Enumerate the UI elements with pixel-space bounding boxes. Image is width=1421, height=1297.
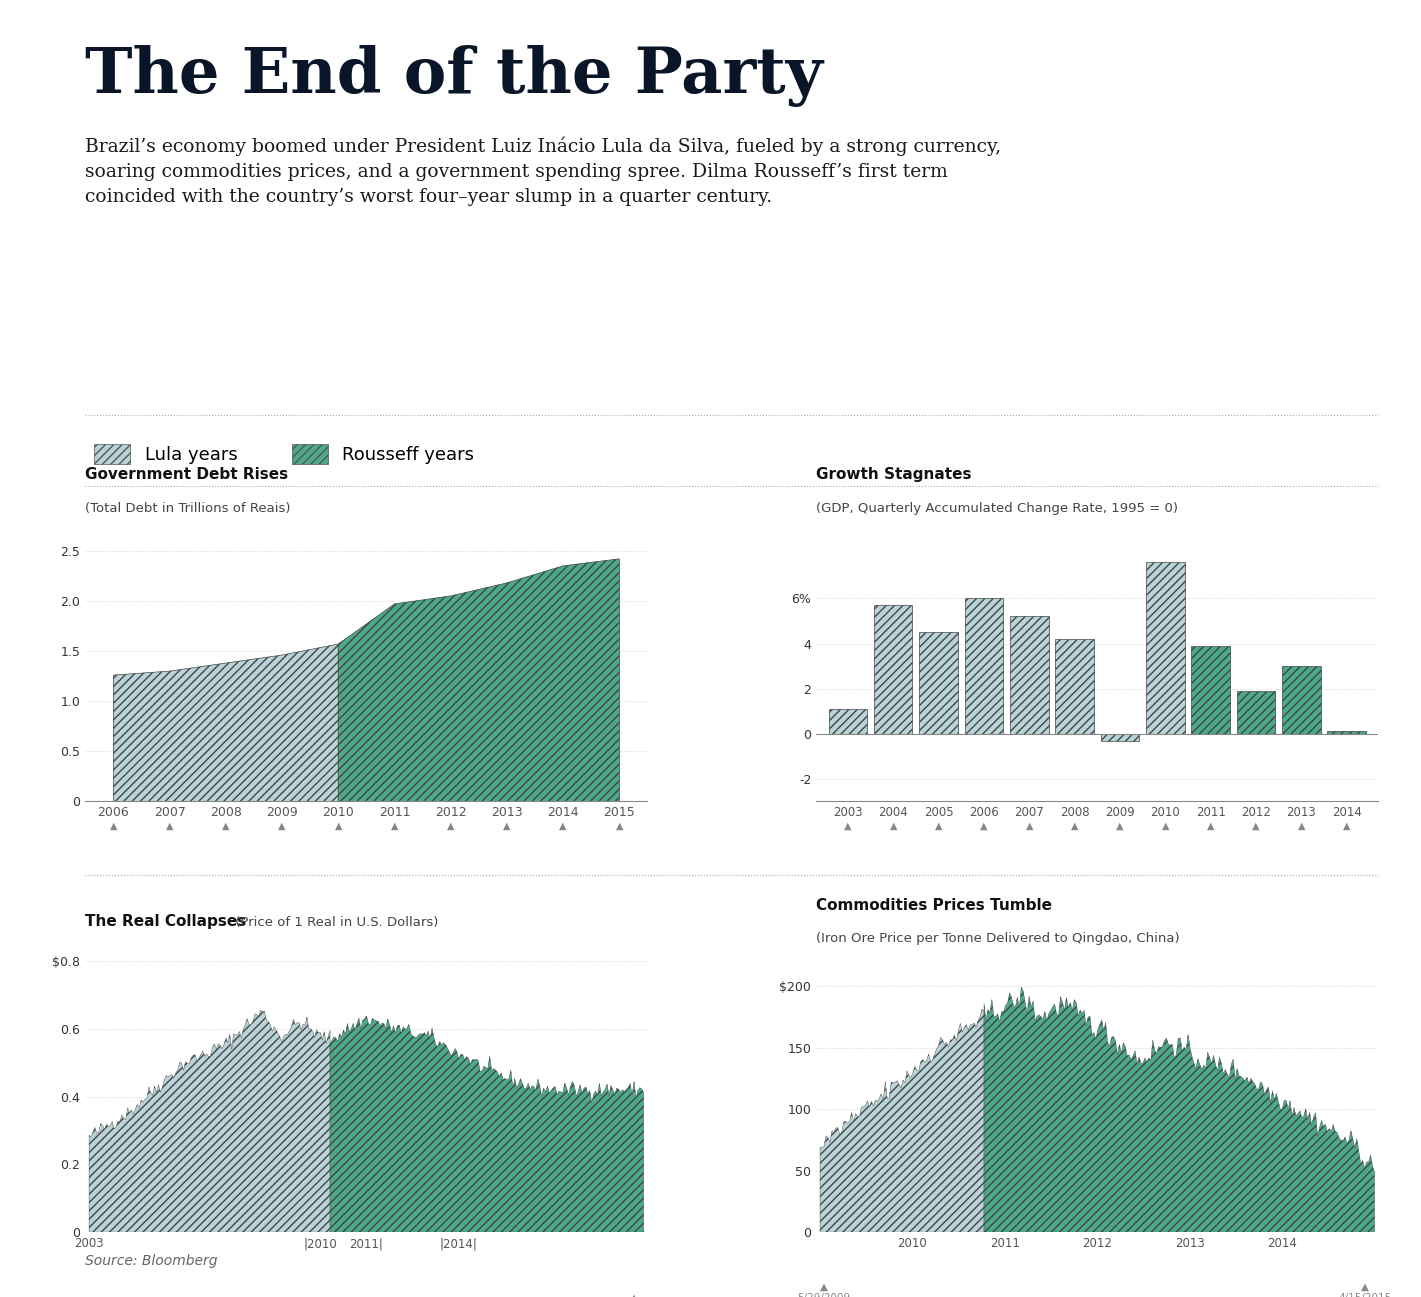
Text: ▲: ▲: [166, 821, 173, 831]
Text: ▲: ▲: [391, 821, 398, 831]
Text: ▲: ▲: [560, 821, 567, 831]
Text: ▲: ▲: [334, 821, 342, 831]
Text: Commodities Prices Tumble: Commodities Prices Tumble: [816, 898, 1052, 913]
Text: ▲: ▲: [890, 821, 897, 831]
Text: ▲: ▲: [1343, 821, 1350, 831]
Text: ▲: ▲: [844, 821, 851, 831]
Bar: [1056, 639, 1094, 734]
Text: ▲: ▲: [1071, 821, 1079, 831]
Bar: [965, 598, 1003, 734]
Text: ▲: ▲: [448, 821, 455, 831]
Legend: Lula years, Rousseff years: Lula years, Rousseff years: [94, 444, 475, 464]
Text: ▲: ▲: [503, 821, 510, 831]
Text: Government Debt Rises: Government Debt Rises: [85, 467, 288, 482]
Text: ▲: ▲: [222, 821, 230, 831]
Text: ▲
4/15/2015: ▲ 4/15/2015: [607, 1293, 661, 1297]
Text: ▲: ▲: [1026, 821, 1033, 831]
Text: Source: Bloomberg: Source: Bloomberg: [85, 1254, 217, 1268]
Text: ▲: ▲: [935, 821, 942, 831]
Text: ▲: ▲: [279, 821, 286, 831]
Text: (GDP, Quarterly Accumulated Change Rate, 1995 = 0): (GDP, Quarterly Accumulated Change Rate,…: [816, 502, 1178, 515]
Text: ▲: ▲: [980, 821, 988, 831]
Bar: [1010, 616, 1049, 734]
Text: ▲: ▲: [1252, 821, 1259, 831]
Bar: [1282, 667, 1320, 734]
Bar: [1236, 691, 1275, 734]
Text: ▲: ▲: [109, 821, 117, 831]
Text: The Real Collapses: The Real Collapses: [85, 914, 246, 929]
Text: Growth Stagnates: Growth Stagnates: [816, 467, 972, 482]
Text: ▲: ▲: [1115, 821, 1124, 831]
Text: The End of the Party: The End of the Party: [85, 45, 823, 108]
Bar: [1191, 646, 1231, 734]
Bar: [1327, 732, 1366, 734]
Text: Brazil’s economy boomed under President Luiz Inácio Lula da Silva, fueled by a s: Brazil’s economy boomed under President …: [85, 136, 1002, 206]
Text: ▲: ▲: [1297, 821, 1304, 831]
Bar: [874, 606, 912, 734]
Text: (Iron Ore Price per Tonne Delivered to Qingdao, China): (Iron Ore Price per Tonne Delivered to Q…: [816, 933, 1179, 946]
Text: ▲: ▲: [615, 821, 624, 831]
Bar: [919, 632, 958, 734]
Text: ▲: ▲: [1161, 821, 1169, 831]
Bar: [1145, 563, 1185, 734]
Text: (Price of 1 Real in U.S. Dollars): (Price of 1 Real in U.S. Dollars): [232, 916, 439, 929]
Text: ▲
5/29/2009: ▲ 5/29/2009: [797, 1281, 851, 1297]
Text: ▲
4/15/2015: ▲ 4/15/2015: [1339, 1281, 1391, 1297]
Text: ▲: ▲: [1206, 821, 1215, 831]
Bar: [828, 709, 867, 734]
Text: (Total Debt in Trillions of Reais): (Total Debt in Trillions of Reais): [85, 502, 291, 515]
Bar: [1101, 734, 1140, 741]
